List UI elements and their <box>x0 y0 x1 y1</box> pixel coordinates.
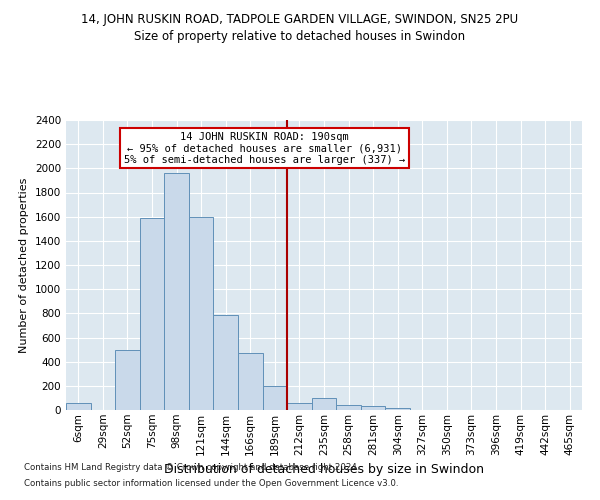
Bar <box>214 314 238 410</box>
Bar <box>140 218 164 410</box>
Bar <box>287 403 312 410</box>
Text: 14, JOHN RUSKIN ROAD, TADPOLE GARDEN VILLAGE, SWINDON, SN25 2PU: 14, JOHN RUSKIN ROAD, TADPOLE GARDEN VIL… <box>82 12 518 26</box>
Bar <box>336 405 361 410</box>
Bar <box>66 403 91 410</box>
Text: 14 JOHN RUSKIN ROAD: 190sqm
← 95% of detached houses are smaller (6,931)
5% of s: 14 JOHN RUSKIN ROAD: 190sqm ← 95% of det… <box>124 132 405 165</box>
Bar <box>385 408 410 410</box>
Bar <box>263 386 287 410</box>
X-axis label: Distribution of detached houses by size in Swindon: Distribution of detached houses by size … <box>164 463 484 476</box>
Text: Size of property relative to detached houses in Swindon: Size of property relative to detached ho… <box>134 30 466 43</box>
Bar <box>238 353 263 410</box>
Text: Contains public sector information licensed under the Open Government Licence v3: Contains public sector information licen… <box>24 478 398 488</box>
Text: Contains HM Land Registry data © Crown copyright and database right 2024.: Contains HM Land Registry data © Crown c… <box>24 464 359 472</box>
Y-axis label: Number of detached properties: Number of detached properties <box>19 178 29 352</box>
Bar <box>312 398 336 410</box>
Bar <box>115 350 140 410</box>
Bar <box>189 216 214 410</box>
Bar <box>361 406 385 410</box>
Bar <box>164 173 189 410</box>
